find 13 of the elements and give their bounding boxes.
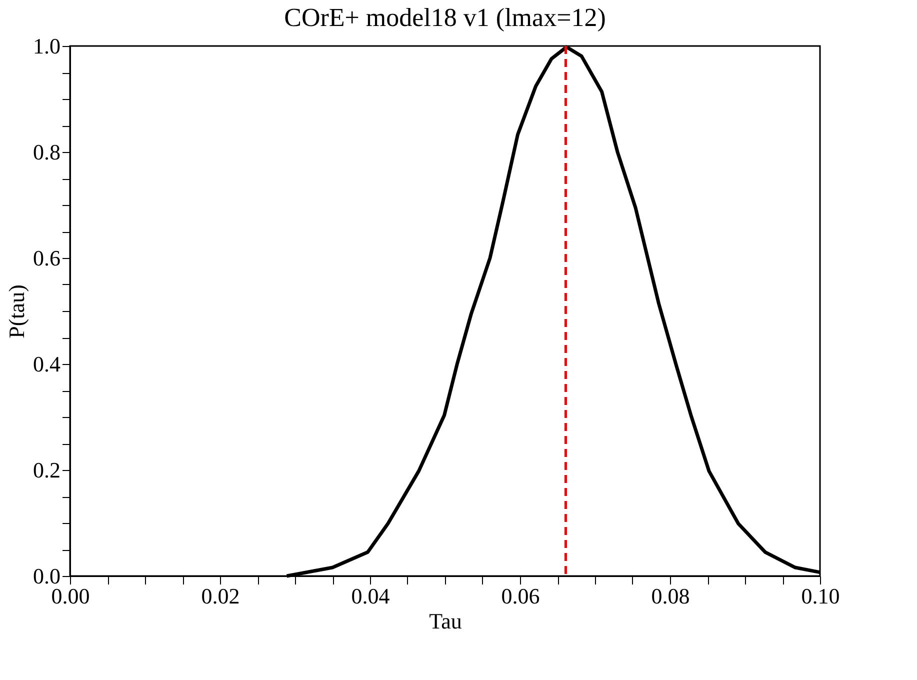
x-tick-label: 0.04	[351, 584, 390, 608]
x-tick-label: 0.02	[201, 584, 240, 608]
y-tick-label: 0.2	[33, 458, 60, 482]
x-tick-label: 0.08	[651, 584, 690, 608]
y-tick-label: 1.0	[33, 34, 60, 58]
x-tick-label: 0.06	[501, 584, 540, 608]
y-tick-label: 0.8	[33, 140, 60, 164]
x-axis-title: Tau	[429, 608, 462, 634]
y-tick-label: 0.6	[33, 246, 60, 270]
chart-title: COrE+ model18 v1 (lmax=12)	[284, 3, 606, 32]
y-tick-label: 0.4	[33, 352, 60, 376]
y-axis-title: P(tau)	[4, 284, 29, 338]
x-tick-label: 0.10	[801, 584, 840, 608]
